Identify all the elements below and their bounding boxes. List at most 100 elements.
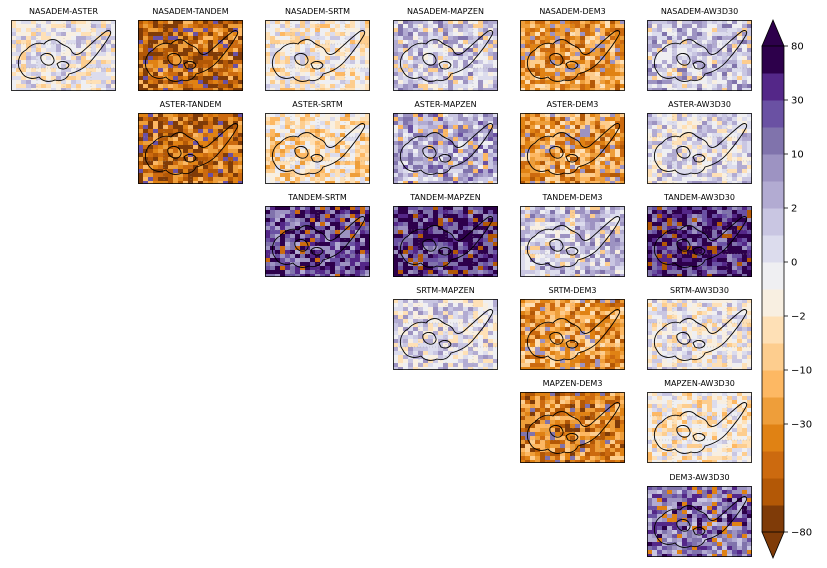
panel-title: ASTER-DEM3 — [547, 100, 599, 109]
glacier-outline — [271, 123, 366, 175]
panel-nasadem-aw3d30: NASADEM-AW3D30 — [647, 7, 752, 91]
colorbar-extend-min — [761, 531, 785, 560]
glacier-outline — [144, 30, 239, 82]
panel-frame — [393, 20, 498, 91]
panel-frame — [520, 206, 625, 277]
glacier-outline — [399, 30, 494, 82]
colorbar-tick-label: 80 — [791, 42, 804, 53]
difference-raster — [393, 113, 498, 184]
panel-frame — [265, 113, 370, 184]
panel-aster-mapzen: ASTER-MAPZEN — [393, 100, 498, 184]
difference-raster — [265, 206, 370, 277]
difference-raster — [647, 113, 752, 184]
panel-title: TANDEM-AW3D30 — [663, 193, 735, 202]
colorbar-segment — [762, 397, 784, 425]
panel-srtm-mapzen: SRTM-MAPZEN — [393, 286, 498, 370]
panel-title: NASADEM-TANDEM — [152, 7, 228, 16]
colorbar-segment — [762, 316, 784, 344]
panel-title: MAPZEN-AW3D30 — [664, 379, 735, 388]
panel-frame — [520, 20, 625, 91]
difference-raster — [647, 20, 752, 91]
panel-title: DEM3-AW3D30 — [669, 473, 729, 482]
panel-title: SRTM-DEM3 — [549, 286, 597, 295]
panel-frame — [647, 299, 752, 370]
colorbar-tick-label: 0 — [791, 258, 797, 269]
difference-raster — [138, 20, 243, 91]
difference-raster — [138, 113, 243, 184]
glacier-outline — [653, 216, 748, 268]
panel-mapzen-dem3: MAPZEN-DEM3 — [520, 379, 625, 463]
glacier-outline — [653, 309, 748, 361]
panel-frame — [265, 20, 370, 91]
difference-raster — [393, 20, 498, 91]
panel-title: ASTER-SRTM — [292, 100, 343, 109]
panel-title: NASADEM-AW3D30 — [661, 7, 738, 16]
glacier-outline — [399, 216, 494, 268]
graticule — [647, 20, 752, 91]
panel-frame — [138, 20, 243, 91]
colorbar-segment — [762, 505, 784, 533]
panel-srtm-dem3: SRTM-DEM3 — [520, 286, 625, 370]
colorbar-segment — [762, 235, 784, 263]
difference-raster — [647, 206, 752, 277]
glacier-outline — [271, 216, 366, 268]
colorbar-tick-label: −80 — [791, 528, 812, 539]
panel-title: ASTER-MAPZEN — [414, 100, 476, 109]
panel-frame — [11, 20, 116, 91]
colorbar-segment — [762, 424, 784, 452]
panel-nasadem-aster: NASADEM-ASTER — [11, 7, 116, 91]
panel-title: NASADEM-ASTER — [29, 7, 98, 16]
colorbar-tick-label: 10 — [791, 150, 804, 161]
panel-aster-tandem: ASTER-TANDEM — [138, 100, 243, 184]
colorbar-segment — [762, 343, 784, 371]
colorbar-extend-max — [761, 18, 785, 47]
panel-title: TANDEM-SRTM — [287, 193, 347, 202]
colorbar-segment — [762, 127, 784, 155]
difference-raster — [520, 20, 625, 91]
colorbar-tick-label: −2 — [791, 312, 806, 323]
panel-title: ASTER-TANDEM — [160, 100, 222, 109]
difference-raster — [265, 113, 370, 184]
colorbar-tick-label: −30 — [791, 420, 812, 431]
graticule — [393, 206, 498, 277]
graticule — [520, 113, 625, 184]
difference-raster — [520, 206, 625, 277]
colorbar-segment — [762, 100, 784, 128]
graticule — [393, 113, 498, 184]
panel-mapzen-aw3d30: MAPZEN-AW3D30 — [647, 379, 752, 463]
panel-frame — [647, 20, 752, 91]
panel-title: TANDEM-DEM3 — [542, 193, 603, 202]
glacier-outline — [399, 123, 494, 175]
graticule — [647, 486, 752, 557]
glacier-outline — [526, 123, 621, 175]
glacier-outline — [526, 216, 621, 268]
panel-aster-aw3d30: ASTER-AW3D30 — [647, 100, 752, 184]
glacier-outline — [17, 30, 112, 82]
panel-nasadem-mapzen: NASADEM-MAPZEN — [393, 7, 498, 91]
panel-frame — [647, 392, 752, 463]
colorbar: 80 30 10 2 0 −2 −10 −30 −80 — [761, 18, 812, 560]
glacier-outline — [653, 30, 748, 82]
panel-title: NASADEM-SRTM — [285, 7, 350, 16]
panel-frame — [647, 486, 752, 557]
panel-title: SRTM-AW3D30 — [670, 286, 729, 295]
panel-grid: NASADEM-ASTER NASADEM-TANDEM NASADEM-SRTM N… — [11, 7, 752, 557]
colorbar-tick-label: −10 — [791, 366, 812, 377]
graticule — [393, 20, 498, 91]
graticule — [520, 392, 625, 463]
panel-nasadem-tandem: NASADEM-TANDEM — [138, 7, 243, 91]
glacier-outline — [526, 402, 621, 454]
colorbar-segment — [762, 262, 784, 290]
difference-raster — [647, 486, 752, 557]
panel-frame — [647, 113, 752, 184]
panel-nasadem-srtm: NASADEM-SRTM — [265, 7, 370, 91]
difference-raster — [647, 392, 752, 463]
graticule — [265, 206, 370, 277]
glacier-outline — [526, 30, 621, 82]
panel-title: NASADEM-MAPZEN — [407, 7, 484, 16]
panel-tandem-aw3d30: TANDEM-AW3D30 — [647, 193, 752, 277]
colorbar-segment — [762, 181, 784, 209]
graticule — [647, 299, 752, 370]
graticule — [138, 113, 243, 184]
